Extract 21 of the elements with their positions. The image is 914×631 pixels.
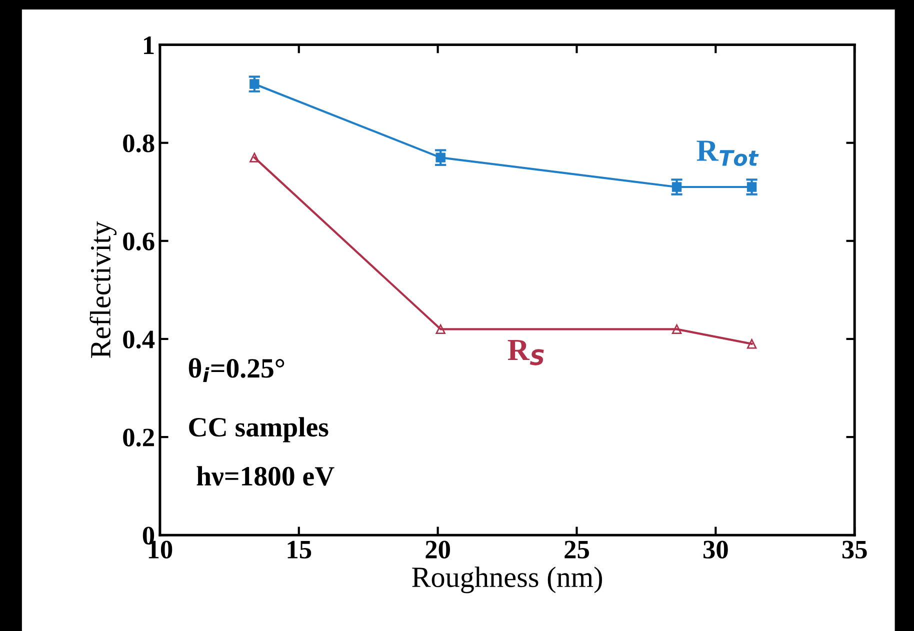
annotation: hν=1800 eV <box>196 466 334 486</box>
x-tick-label: 15 <box>288 540 312 559</box>
y-axis-title: Reflectivity <box>90 221 117 358</box>
annotation: CC samples <box>189 417 328 442</box>
x-tick-label: 20 <box>426 540 450 559</box>
y-tick-label: 0.2 <box>123 428 154 447</box>
y-tick-label: 0.4 <box>123 330 155 349</box>
point <box>746 339 757 349</box>
y-tick-label: 0.6 <box>123 232 154 250</box>
annotation: θ$_{i}$=0.25° <box>188 358 284 382</box>
series-label: R$_{Tot}$ <box>696 140 759 166</box>
y-tick-label: 0.8 <box>123 134 154 152</box>
x-tick-label: 35 <box>842 540 867 559</box>
x-tick-label: 30 <box>703 540 728 559</box>
x-axis-title: Roughness (nm) <box>412 566 602 594</box>
point <box>672 324 682 334</box>
series-label: R$_{S}$ <box>508 340 544 366</box>
x-tick-label: 25 <box>564 540 589 559</box>
point <box>250 152 260 162</box>
y-tick-label: 1 <box>144 36 154 54</box>
point <box>436 324 446 334</box>
